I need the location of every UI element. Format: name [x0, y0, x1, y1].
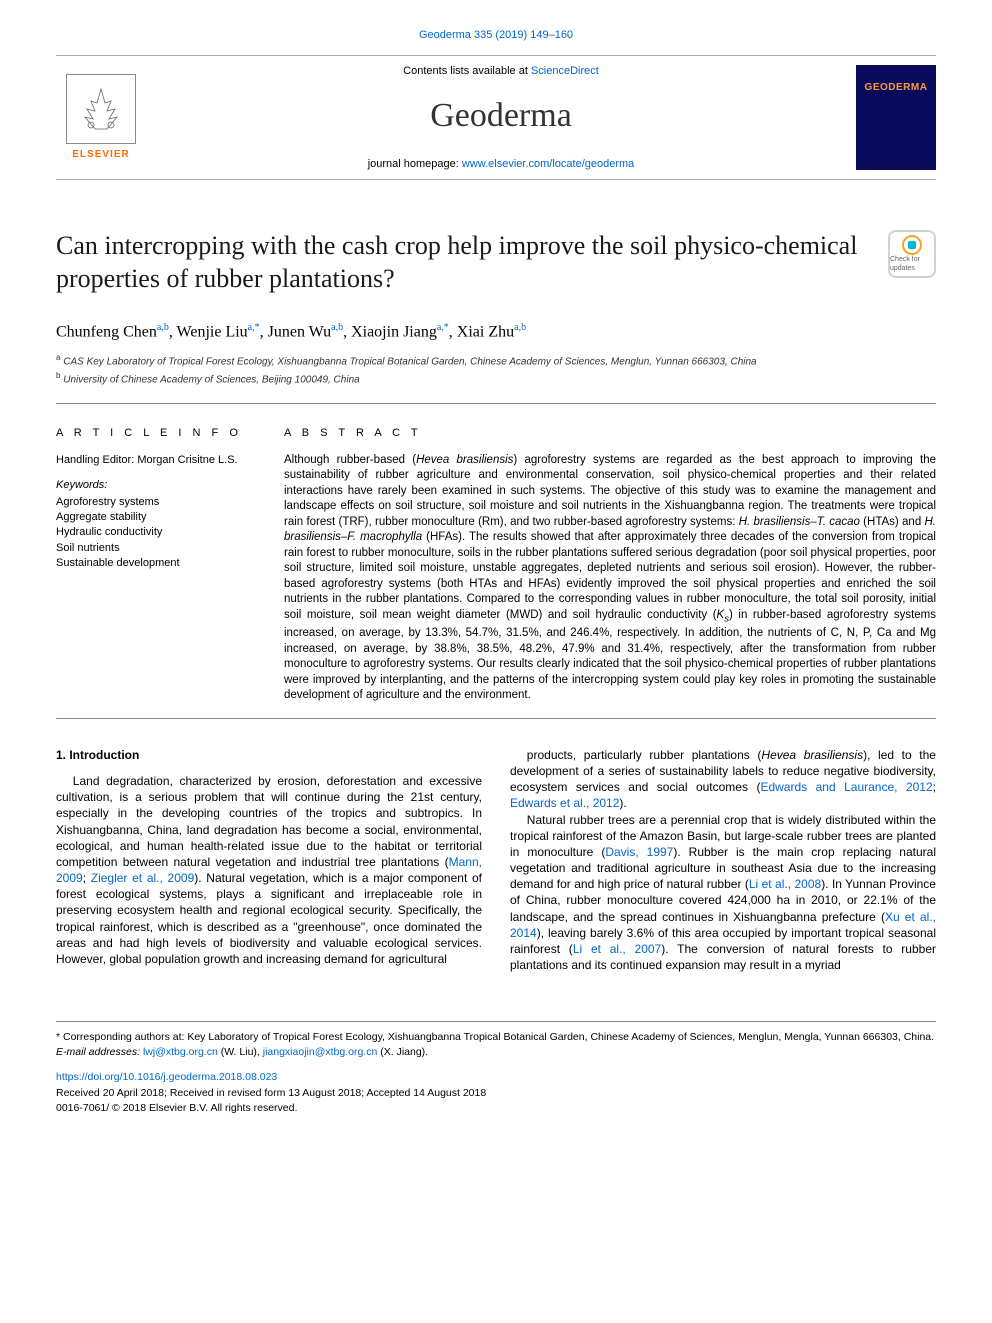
running-head: Geoderma 335 (2019) 149–160 — [56, 28, 936, 43]
homepage-line: journal homepage: www.elsevier.com/locat… — [146, 157, 856, 172]
masthead: ELSEVIER Contents lists available at Sci… — [56, 55, 936, 181]
affiliation-text: CAS Key Laboratory of Tropical Forest Ec… — [63, 357, 756, 368]
received-line: Received 20 April 2018; Received in revi… — [56, 1086, 936, 1101]
footer: * Corresponding authors at: Key Laborato… — [56, 1030, 936, 1115]
corresponding-note: * Corresponding authors at: Key Laborato… — [56, 1030, 936, 1045]
journal-cover: GEODERMA — [856, 65, 936, 170]
check-updates-badge[interactable]: Check for updates — [888, 230, 936, 278]
abstract-text: Although rubber-based (Hevea brasiliensi… — [284, 453, 936, 704]
affiliation-text: University of Chinese Academy of Science… — [63, 375, 359, 386]
affiliation: b University of Chinese Academy of Scien… — [56, 371, 936, 387]
keyword: Sustainable development — [56, 556, 256, 571]
contents-prefix: Contents lists available at — [403, 65, 531, 77]
footer-separator — [56, 1021, 936, 1022]
email-attribution: (X. Jiang). — [377, 1046, 428, 1058]
article-info: A R T I C L E I N F O Handling Editor: M… — [56, 426, 256, 704]
journal-name: Geoderma — [146, 93, 856, 139]
abstract: A B S T R A C T Although rubber-based (H… — [284, 426, 936, 704]
doi-link[interactable]: https://doi.org/10.1016/j.geoderma.2018.… — [56, 1071, 277, 1083]
section-heading: 1. Introduction — [56, 747, 482, 763]
handling-editor: Handling Editor: Morgan Crisitne L.S. — [56, 453, 256, 468]
editor-name: Morgan Crisitne L.S. — [137, 454, 237, 466]
journal-cover-title: GEODERMA — [865, 81, 928, 95]
email-line: E-mail addresses: lwj@xtbg.org.cn (W. Li… — [56, 1045, 936, 1060]
body-paragraph: Land degradation, characterized by erosi… — [56, 773, 482, 967]
updates-badge-icon — [902, 235, 922, 255]
updates-badge-label: Check for updates — [890, 255, 934, 274]
homepage-link[interactable]: www.elsevier.com/locate/geoderma — [462, 158, 634, 170]
email-label: E-mail addresses: — [56, 1046, 143, 1058]
elsevier-tree-icon — [66, 74, 136, 144]
info-abstract-row: A R T I C L E I N F O Handling Editor: M… — [56, 410, 936, 719]
title-row: Can intercropping with the cash crop hel… — [56, 230, 936, 301]
issn-line: 0016-7061/ © 2018 Elsevier B.V. All righ… — [56, 1101, 936, 1116]
contents-available-line: Contents lists available at ScienceDirec… — [146, 64, 856, 79]
editor-label: Handling Editor: — [56, 454, 137, 466]
affiliation: a CAS Key Laboratory of Tropical Forest … — [56, 353, 936, 369]
affiliation-mark: b — [56, 371, 60, 380]
keyword: Aggregate stability — [56, 510, 256, 525]
publisher-name: ELSEVIER — [72, 148, 129, 162]
updates-badge-mark-icon — [908, 241, 916, 249]
email-link[interactable]: lwj@xtbg.org.cn — [143, 1046, 218, 1058]
keyword: Hydraulic conductivity — [56, 525, 256, 540]
body-paragraph: Natural rubber trees are a perennial cro… — [510, 812, 936, 974]
keywords-heading: Keywords: — [56, 478, 256, 493]
body-columns: 1. Introduction Land degradation, charac… — [56, 747, 936, 974]
email-link[interactable]: jiangxiaojin@xtbg.org.cn — [263, 1046, 378, 1058]
abstract-heading: A B S T R A C T — [284, 426, 936, 441]
keyword: Agroforestry systems — [56, 495, 256, 510]
authors-line: Chunfeng Chena,b, Wenjie Liua,*, Junen W… — [56, 321, 936, 343]
article-title: Can intercropping with the cash crop hel… — [56, 230, 888, 295]
homepage-prefix: journal homepage: — [368, 158, 462, 170]
sciencedirect-link[interactable]: ScienceDirect — [531, 65, 599, 77]
doi-line: https://doi.org/10.1016/j.geoderma.2018.… — [56, 1070, 936, 1085]
affiliation-mark: a — [56, 353, 60, 362]
keyword: Soil nutrients — [56, 541, 256, 556]
citation-link[interactable]: Geoderma 335 (2019) 149–160 — [419, 29, 573, 41]
article-info-heading: A R T I C L E I N F O — [56, 426, 256, 441]
affiliations: a CAS Key Laboratory of Tropical Forest … — [56, 353, 936, 404]
email-attribution: (W. Liu), — [218, 1046, 263, 1058]
publisher-logo: ELSEVIER — [56, 68, 146, 168]
masthead-center: Contents lists available at ScienceDirec… — [146, 64, 856, 172]
body-paragraph: products, particularly rubber plantation… — [510, 747, 936, 812]
